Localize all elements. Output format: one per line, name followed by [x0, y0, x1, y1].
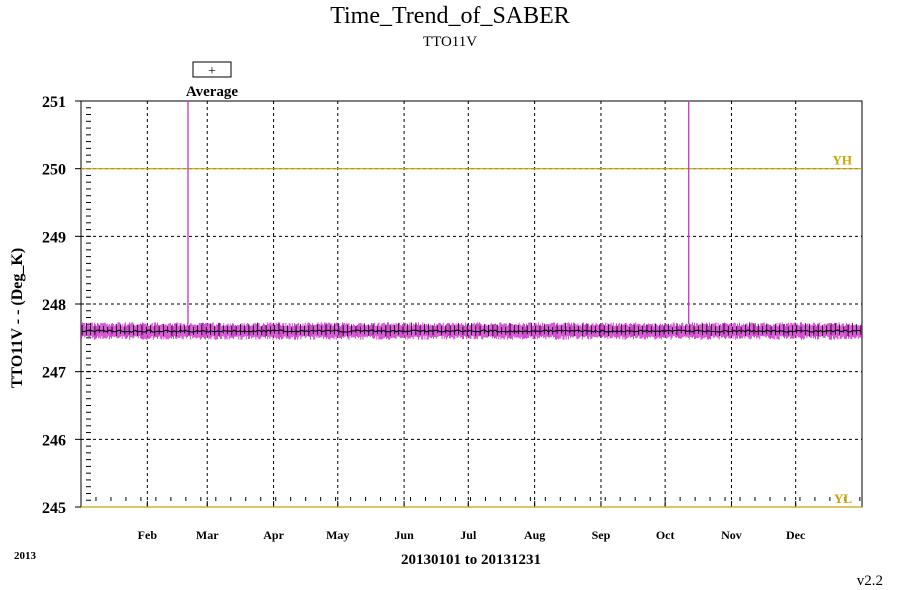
- limit-label-yh: YH: [833, 153, 853, 168]
- x-tick-label: Jul: [460, 528, 477, 542]
- y-tick-label: 247: [42, 365, 66, 382]
- x-tick-label: Mar: [196, 528, 219, 542]
- x-tick-label: Feb: [138, 528, 158, 542]
- year-label: 2013: [14, 550, 37, 562]
- version-label: v2.2: [857, 573, 883, 589]
- y-axis-label: TTO11V - - (Deg_K): [9, 248, 26, 388]
- limit-label-yl: YL: [834, 491, 852, 506]
- chart-subtitle: TTO11V: [423, 34, 477, 50]
- y-tick-label: 245: [42, 500, 66, 517]
- x-tick-label: Sep: [592, 528, 611, 542]
- y-tick-label: 248: [42, 297, 66, 314]
- x-tick-label: Jun: [394, 528, 414, 542]
- y-tick-label: 246: [42, 432, 66, 449]
- y-tick-label: 249: [42, 229, 66, 246]
- x-tick-label: Apr: [263, 528, 284, 542]
- y-tick-label: 251: [42, 94, 66, 111]
- x-axis-label: 20130101 to 20131231: [401, 552, 541, 568]
- band-series: [81, 101, 862, 340]
- chart-title: Time_Trend_of_SABER: [330, 3, 570, 29]
- legend-symbol: +: [208, 64, 216, 79]
- plot-area: 245 246 247 248 249 250 251 Feb Mar Apr May Jun Jul A…: [42, 94, 863, 542]
- x-tick-label: May: [326, 528, 349, 542]
- legend-box: [192, 61, 232, 78]
- legend: + Average: [186, 61, 239, 100]
- x-tick-label: Dec: [786, 528, 806, 542]
- x-tick-label: Nov: [721, 528, 742, 542]
- legend-label: Average: [186, 84, 239, 100]
- x-tick-label: Oct: [656, 528, 675, 542]
- y-tick-label: 250: [42, 162, 66, 179]
- average-series: [81, 322, 862, 337]
- x-tick-label: Aug: [524, 528, 545, 542]
